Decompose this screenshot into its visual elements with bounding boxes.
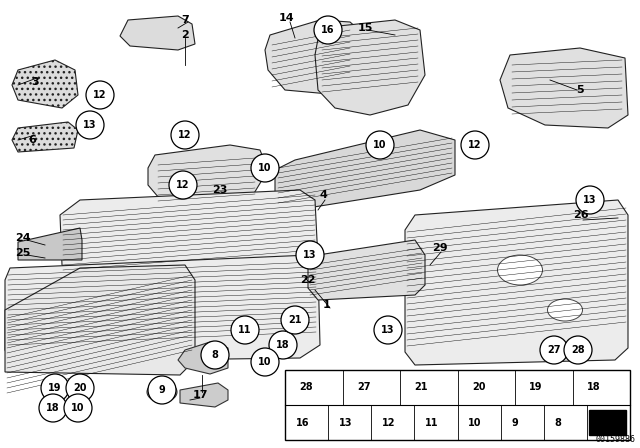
Text: 8: 8 [212, 350, 218, 360]
Text: 10: 10 [71, 403, 84, 413]
Circle shape [231, 316, 259, 344]
Text: 13: 13 [339, 418, 353, 427]
Text: 13: 13 [83, 120, 97, 130]
Text: 16: 16 [321, 25, 335, 35]
Text: 28: 28 [571, 345, 585, 355]
Polygon shape [178, 342, 228, 374]
Text: 6: 6 [28, 135, 36, 145]
Circle shape [251, 348, 279, 376]
Text: 21: 21 [414, 383, 428, 392]
Text: 17: 17 [192, 390, 208, 400]
Circle shape [201, 341, 229, 369]
Text: 10: 10 [259, 163, 272, 173]
Circle shape [374, 316, 402, 344]
Circle shape [171, 121, 199, 149]
Text: 18: 18 [46, 403, 60, 413]
Bar [285, 370, 630, 440]
Ellipse shape [497, 255, 543, 285]
Text: 10: 10 [259, 357, 272, 367]
Text: 29: 29 [432, 243, 448, 253]
Circle shape [76, 111, 104, 139]
Text: 19: 19 [529, 383, 543, 392]
Circle shape [461, 131, 489, 159]
Circle shape [564, 336, 592, 364]
Bar [589, 410, 626, 435]
Circle shape [576, 186, 604, 214]
Text: 4: 4 [319, 190, 327, 200]
Circle shape [86, 81, 114, 109]
Text: 27: 27 [357, 383, 371, 392]
Text: 9: 9 [159, 385, 165, 395]
Text: 3: 3 [31, 77, 39, 87]
Polygon shape [5, 265, 195, 375]
Text: 8: 8 [554, 418, 561, 427]
Text: 21: 21 [288, 315, 301, 325]
Polygon shape [18, 228, 82, 260]
Polygon shape [265, 20, 365, 95]
Text: 18: 18 [276, 340, 290, 350]
Circle shape [251, 154, 279, 182]
Text: 12: 12 [93, 90, 107, 100]
Circle shape [41, 374, 69, 402]
Text: 15: 15 [357, 23, 372, 33]
Circle shape [281, 306, 309, 334]
Text: 18: 18 [587, 383, 600, 392]
Text: 16: 16 [296, 418, 309, 427]
Text: 1: 1 [323, 300, 331, 310]
Polygon shape [308, 240, 425, 300]
Text: 20: 20 [73, 383, 87, 393]
Text: 12: 12 [176, 180, 189, 190]
Polygon shape [120, 16, 195, 50]
Circle shape [39, 394, 67, 422]
Text: 28: 28 [300, 383, 313, 392]
Text: 10: 10 [373, 140, 387, 150]
Text: 11: 11 [238, 325, 252, 335]
Circle shape [148, 376, 176, 404]
Polygon shape [275, 130, 455, 210]
Text: 12: 12 [179, 130, 192, 140]
Text: 2: 2 [181, 30, 189, 40]
Polygon shape [60, 190, 318, 278]
Polygon shape [315, 20, 425, 115]
Text: 23: 23 [212, 185, 228, 195]
Text: 14: 14 [279, 13, 295, 23]
Polygon shape [148, 145, 268, 210]
Polygon shape [500, 48, 628, 128]
Circle shape [64, 394, 92, 422]
Text: 26: 26 [573, 210, 589, 220]
Polygon shape [12, 60, 78, 108]
Circle shape [66, 374, 94, 402]
Text: 27: 27 [547, 345, 561, 355]
Circle shape [366, 131, 394, 159]
Text: 13: 13 [381, 325, 395, 335]
Circle shape [169, 171, 197, 199]
Polygon shape [12, 122, 78, 152]
Text: 22: 22 [300, 275, 316, 285]
Circle shape [269, 331, 297, 359]
Text: 5: 5 [576, 85, 584, 95]
Text: 12: 12 [468, 140, 482, 150]
Ellipse shape [147, 382, 177, 402]
Polygon shape [5, 255, 320, 362]
Text: 9: 9 [511, 418, 518, 427]
Text: 00159886: 00159886 [596, 435, 636, 444]
Polygon shape [405, 200, 628, 365]
Circle shape [314, 16, 342, 44]
Text: 7: 7 [181, 15, 189, 25]
Ellipse shape [547, 299, 582, 321]
Text: 20: 20 [472, 383, 485, 392]
Text: 12: 12 [382, 418, 396, 427]
Text: 13: 13 [583, 195, 596, 205]
Text: 13: 13 [303, 250, 317, 260]
Circle shape [296, 241, 324, 269]
Polygon shape [180, 383, 228, 407]
Circle shape [540, 336, 568, 364]
Text: 10: 10 [468, 418, 482, 427]
Text: 19: 19 [48, 383, 61, 393]
Text: 25: 25 [15, 248, 31, 258]
Text: 24: 24 [15, 233, 31, 243]
Text: 11: 11 [425, 418, 438, 427]
